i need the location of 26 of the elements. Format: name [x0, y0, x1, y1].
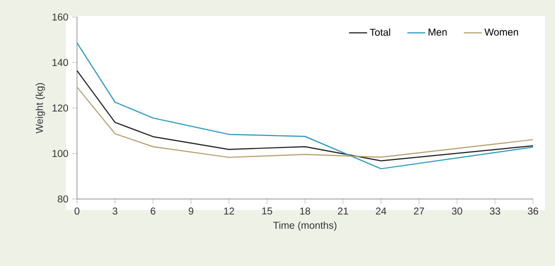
legend-label: Men	[428, 28, 447, 36]
x-tick-label: 36	[528, 208, 538, 215]
line-series	[76, 42, 534, 170]
x-tick-label: 3	[112, 208, 118, 215]
x-tick-label: 18	[300, 208, 310, 215]
y-axis-title: Weight (kg)	[36, 83, 45, 134]
x-tick-label: 30	[452, 208, 462, 215]
y-tick-label: 120	[52, 104, 68, 112]
legend-label: Women	[484, 28, 518, 36]
x-tick-label: 24	[376, 208, 386, 215]
x-tick-label: 9	[188, 208, 194, 215]
x-tick-label: 33	[490, 208, 500, 215]
y-tick-label: 160	[52, 13, 68, 21]
x-tick-label: 0	[74, 208, 80, 215]
x-tick-label: 21	[338, 208, 348, 215]
x-tick-label: 6	[150, 208, 156, 215]
y-tick-label: 100	[52, 150, 68, 158]
y-tick-label: 80	[58, 195, 68, 203]
x-tick-label: 27	[414, 208, 424, 215]
line-series	[76, 86, 534, 158]
x-axis-title: Time (months)	[273, 221, 336, 231]
legend-label: Total	[370, 28, 390, 36]
line-series	[76, 70, 534, 162]
y-tick-label: 140	[52, 58, 68, 66]
x-tick-label: 15	[262, 208, 272, 215]
x-tick-label: 12	[224, 208, 234, 215]
